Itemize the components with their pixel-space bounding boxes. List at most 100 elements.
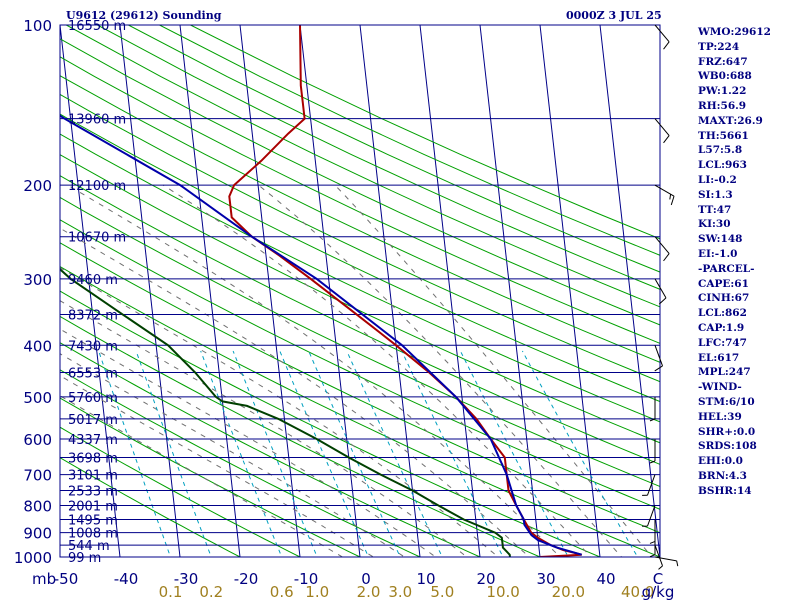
pressure-unit-label: mb <box>32 570 56 588</box>
stat-item: SI:1.3 <box>698 188 771 203</box>
height-label: 10670 m <box>68 231 126 246</box>
pressure-tick-label: 900 <box>23 525 52 543</box>
height-label: 7430 m <box>68 339 118 354</box>
wind-barb-flag <box>671 196 674 205</box>
stat-item: LI:-0.2 <box>698 173 771 188</box>
stat-item: SHR+:0.0 <box>698 425 771 440</box>
wind-barb <box>650 519 655 543</box>
dry-adiabat-line <box>4 25 800 568</box>
moist-adiabat-line <box>0 185 391 568</box>
dry-adiabat-line <box>0 25 800 568</box>
wind-barb <box>655 25 669 49</box>
isotherm-line <box>360 25 420 557</box>
wind-barb-flag <box>670 194 671 199</box>
stat-item: EI:-1.0 <box>698 247 771 262</box>
dry-adiabat-line <box>0 25 800 568</box>
stat-item: LCL:862 <box>698 306 771 321</box>
dry-adiabat-line <box>0 25 800 568</box>
dry-adiabat-line <box>0 25 800 568</box>
wind-barb-staff <box>655 185 674 196</box>
stat-item: HEL:39 <box>698 410 771 425</box>
dry-adiabat-line <box>66 25 800 568</box>
station-title: U9612 (29612) Sounding <box>66 9 221 22</box>
wind-barb-staff <box>655 345 663 366</box>
stat-item: PW:1.22 <box>698 84 771 99</box>
wind-barb <box>655 557 678 566</box>
isotherm-line <box>300 25 360 557</box>
pressure-tick-label: 200 <box>23 177 52 195</box>
pressure-tick-label: 100 <box>23 17 52 35</box>
stat-item: L57:5.8 <box>698 143 771 158</box>
mixing-ratio-tick-label: 20.0 <box>552 583 585 600</box>
stat-item: BRN:4.3 <box>698 469 771 484</box>
stat-item: -WIND- <box>698 380 771 395</box>
height-label: 8372 m <box>68 308 118 323</box>
stat-item: TH:5661 <box>698 129 771 144</box>
dry-adiabat-line <box>0 25 444 568</box>
stat-item: CAPE:61 <box>698 277 771 292</box>
dry-adiabat-line <box>0 25 800 568</box>
stat-item: TP:224 <box>698 40 771 55</box>
temp-tick-label: 40 <box>596 570 615 588</box>
height-label: 4337 m <box>68 433 118 448</box>
height-label: 5760 m <box>68 391 118 406</box>
pressure-tick-label: 800 <box>23 497 52 515</box>
wind-barb-staff <box>655 25 669 42</box>
height-label: 99 m <box>68 551 101 566</box>
dry-adiabat-line <box>0 25 800 568</box>
height-label: 9460 m <box>68 273 118 288</box>
wind-barb <box>655 119 669 143</box>
wind-barb-flag <box>650 555 655 557</box>
stat-item: KI:30 <box>698 217 771 232</box>
stat-item: RH:56.9 <box>698 99 771 114</box>
wind-barb-staff <box>655 237 669 254</box>
stat-item: -PARCEL- <box>698 262 771 277</box>
stat-item: LFC:747 <box>698 336 771 351</box>
stat-item: LCL:963 <box>698 158 771 173</box>
isotherm-line <box>420 25 480 557</box>
stat-item: CAP:1.9 <box>698 321 771 336</box>
pressure-tick-label: 700 <box>23 467 52 485</box>
height-label: 2533 m <box>68 485 118 500</box>
stat-item: EL:617 <box>698 351 771 366</box>
stat-item: TT:47 <box>698 203 771 218</box>
mixing-ratio-tick-label: 2.0 <box>357 583 381 600</box>
stat-item: WMO:29612 <box>698 25 771 40</box>
wind-barb <box>642 505 655 526</box>
wind-barb-flag <box>664 42 670 49</box>
height-label: 5017 m <box>68 413 118 428</box>
mixing-ratio-line <box>201 351 287 568</box>
stat-item: STM:6/10 <box>698 395 771 410</box>
isotherm-line <box>480 25 540 557</box>
mixing-ratio-tick-label: 0.2 <box>199 583 223 600</box>
stat-item: FRZ:647 <box>698 55 771 70</box>
moist-adiabat-line <box>163 185 601 568</box>
stat-item: WB0:688 <box>698 69 771 84</box>
dry-adiabat-line <box>0 25 384 568</box>
wind-barb <box>650 439 655 463</box>
wind-barb-flag <box>655 366 663 371</box>
stat-item: CINH:67 <box>698 291 771 306</box>
height-label: 12100 m <box>68 179 126 194</box>
stat-item: MAXT:26.9 <box>698 114 771 129</box>
wind-barb <box>655 185 674 205</box>
height-label: 3101 m <box>68 469 118 484</box>
wind-barb-staff <box>655 557 677 561</box>
isotherm-line <box>540 25 600 557</box>
wind-barb-staff <box>647 505 655 526</box>
pressure-tick-label: 300 <box>23 271 52 289</box>
temp-tick-label: -50 <box>54 570 79 588</box>
stat-item: SRDS:108 <box>698 439 771 454</box>
wind-barb-flag <box>664 254 670 261</box>
stat-item: BSHR:14 <box>698 484 771 499</box>
wind-barb <box>650 397 655 421</box>
height-label: 3698 m <box>68 451 118 466</box>
wind-barb-flag <box>677 561 678 566</box>
wind-barb-flag <box>650 541 655 543</box>
pressure-tick-label: 500 <box>23 389 52 407</box>
height-label: 13960 m <box>68 113 126 128</box>
mixing-ratio-line <box>347 351 448 568</box>
height-label: 2001 m <box>68 499 118 514</box>
